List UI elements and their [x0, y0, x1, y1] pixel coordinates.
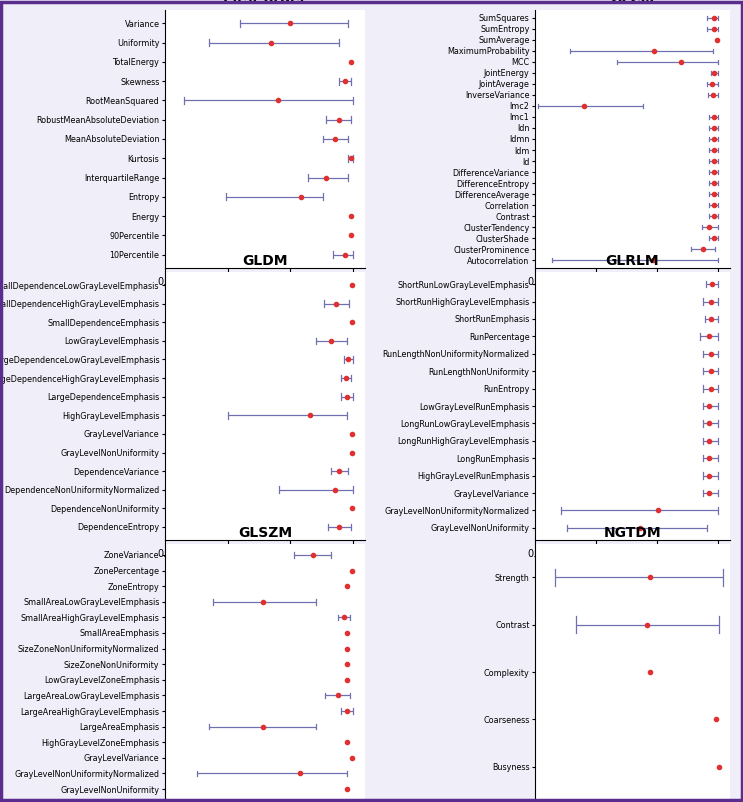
Title: First order: First order [223, 0, 307, 6]
Title: GLSZM: GLSZM [238, 526, 292, 540]
Title: GLRLM: GLRLM [606, 254, 659, 268]
Title: NGTDM: NGTDM [603, 526, 661, 540]
Title: GLCM: GLCM [611, 0, 655, 6]
Title: GLDM: GLDM [242, 254, 288, 268]
